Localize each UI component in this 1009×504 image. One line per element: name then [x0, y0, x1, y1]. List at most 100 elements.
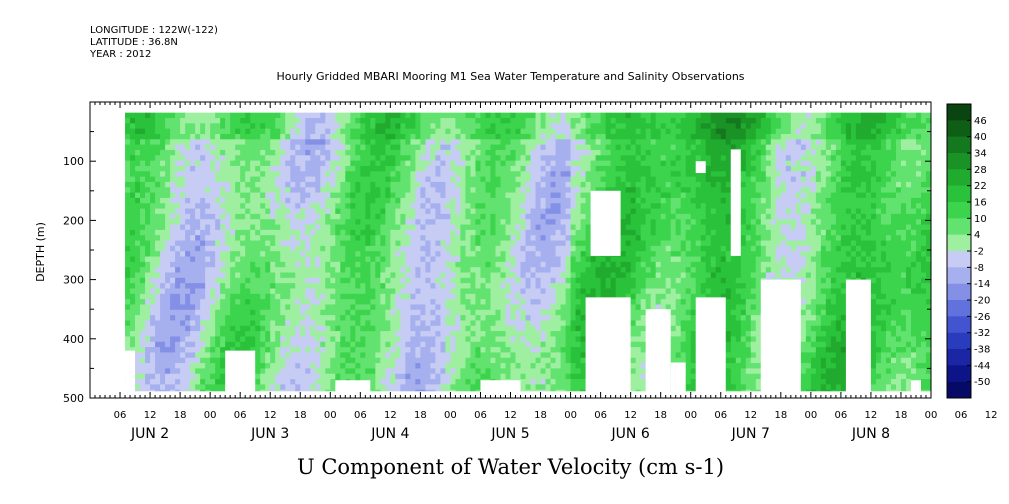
field-cell [580, 139, 586, 146]
field-cell [425, 213, 431, 220]
field-cell [265, 192, 271, 199]
field-cell [190, 373, 196, 380]
field-cell [280, 245, 286, 252]
field-cell [180, 187, 186, 193]
field-cell [305, 133, 311, 140]
field-cell [285, 384, 291, 391]
field-cell [465, 155, 471, 162]
field-cell [525, 293, 531, 300]
field-cell [500, 261, 506, 268]
field-cell [225, 192, 231, 199]
field-cell [290, 197, 296, 204]
year-label: YEAR : 2012 [90, 49, 152, 60]
field-cell [160, 320, 166, 327]
field-cell [535, 160, 541, 167]
field-cell [260, 235, 266, 241]
field-cell [450, 112, 456, 119]
field-cell [160, 256, 166, 263]
field-cell [585, 235, 591, 241]
field-cell [340, 261, 346, 268]
field-cell [320, 288, 326, 295]
field-cell [360, 251, 366, 257]
field-cell [540, 117, 546, 124]
field-cell [415, 331, 421, 337]
field-cell [305, 160, 311, 167]
field-cell [355, 155, 361, 162]
field-cell [285, 304, 291, 311]
field-cell [445, 261, 451, 268]
field-cell [135, 181, 141, 188]
field-cell [150, 133, 156, 140]
field-cell [280, 288, 286, 295]
field-cell [205, 389, 211, 392]
field-cell [550, 181, 556, 188]
field-cell [465, 341, 471, 348]
field-cell [555, 117, 561, 124]
field-cell [350, 208, 356, 215]
field-cell [160, 235, 166, 241]
field-cell [460, 389, 466, 392]
field-cell [510, 149, 516, 156]
field-cell [200, 144, 206, 151]
field-cell [570, 149, 576, 156]
field-cell [215, 267, 221, 273]
field-cell [325, 363, 331, 369]
field-cell [515, 149, 521, 156]
field-cell [415, 128, 421, 135]
field-cell [415, 192, 421, 199]
field-cell [365, 373, 371, 380]
field-cell [500, 293, 506, 300]
field-cell [315, 320, 321, 327]
field-cell [430, 219, 436, 225]
field-cell [245, 219, 251, 225]
field-cell [330, 192, 336, 199]
field-cell [295, 171, 301, 177]
field-cell [260, 149, 266, 156]
field-cell [275, 277, 281, 284]
field-cell [495, 219, 501, 225]
field-cell [440, 373, 446, 380]
field-cell [485, 261, 491, 268]
field-cell [235, 112, 241, 119]
field-cell [355, 187, 361, 193]
field-cell [195, 309, 201, 316]
field-cell [140, 389, 146, 392]
field-cell [415, 224, 421, 231]
field-cell [445, 128, 451, 135]
field-cell [380, 320, 386, 327]
field-cell [360, 155, 366, 162]
field-cell [140, 176, 146, 183]
field-cell [545, 325, 551, 332]
field-cell [140, 347, 146, 353]
field-cell [385, 363, 391, 369]
field-cell [210, 309, 216, 316]
field-cell [420, 277, 426, 284]
field-cell [405, 304, 411, 311]
field-cell [155, 149, 161, 156]
field-cell [205, 144, 211, 151]
field-cell [240, 277, 246, 284]
field-cell [555, 357, 561, 364]
field-cell [350, 240, 356, 247]
field-cell [395, 149, 401, 156]
field-cell [280, 315, 286, 321]
field-cell [505, 128, 511, 135]
field-cell [215, 256, 221, 263]
field-cell [485, 325, 491, 332]
field-cell [520, 117, 526, 124]
field-cell [150, 315, 156, 321]
field-cell [505, 272, 511, 279]
field-cell [150, 155, 156, 162]
field-cell [385, 112, 391, 119]
field-cell [325, 325, 331, 332]
field-cell [260, 229, 266, 236]
field-cell [410, 352, 416, 359]
field-cell [315, 165, 321, 172]
field-cell [365, 165, 371, 172]
field-cell [330, 379, 336, 385]
field-cell [205, 171, 211, 177]
field-cell [275, 229, 281, 236]
field-cell [215, 197, 221, 204]
field-cell [300, 261, 306, 268]
field-cell [390, 379, 396, 385]
